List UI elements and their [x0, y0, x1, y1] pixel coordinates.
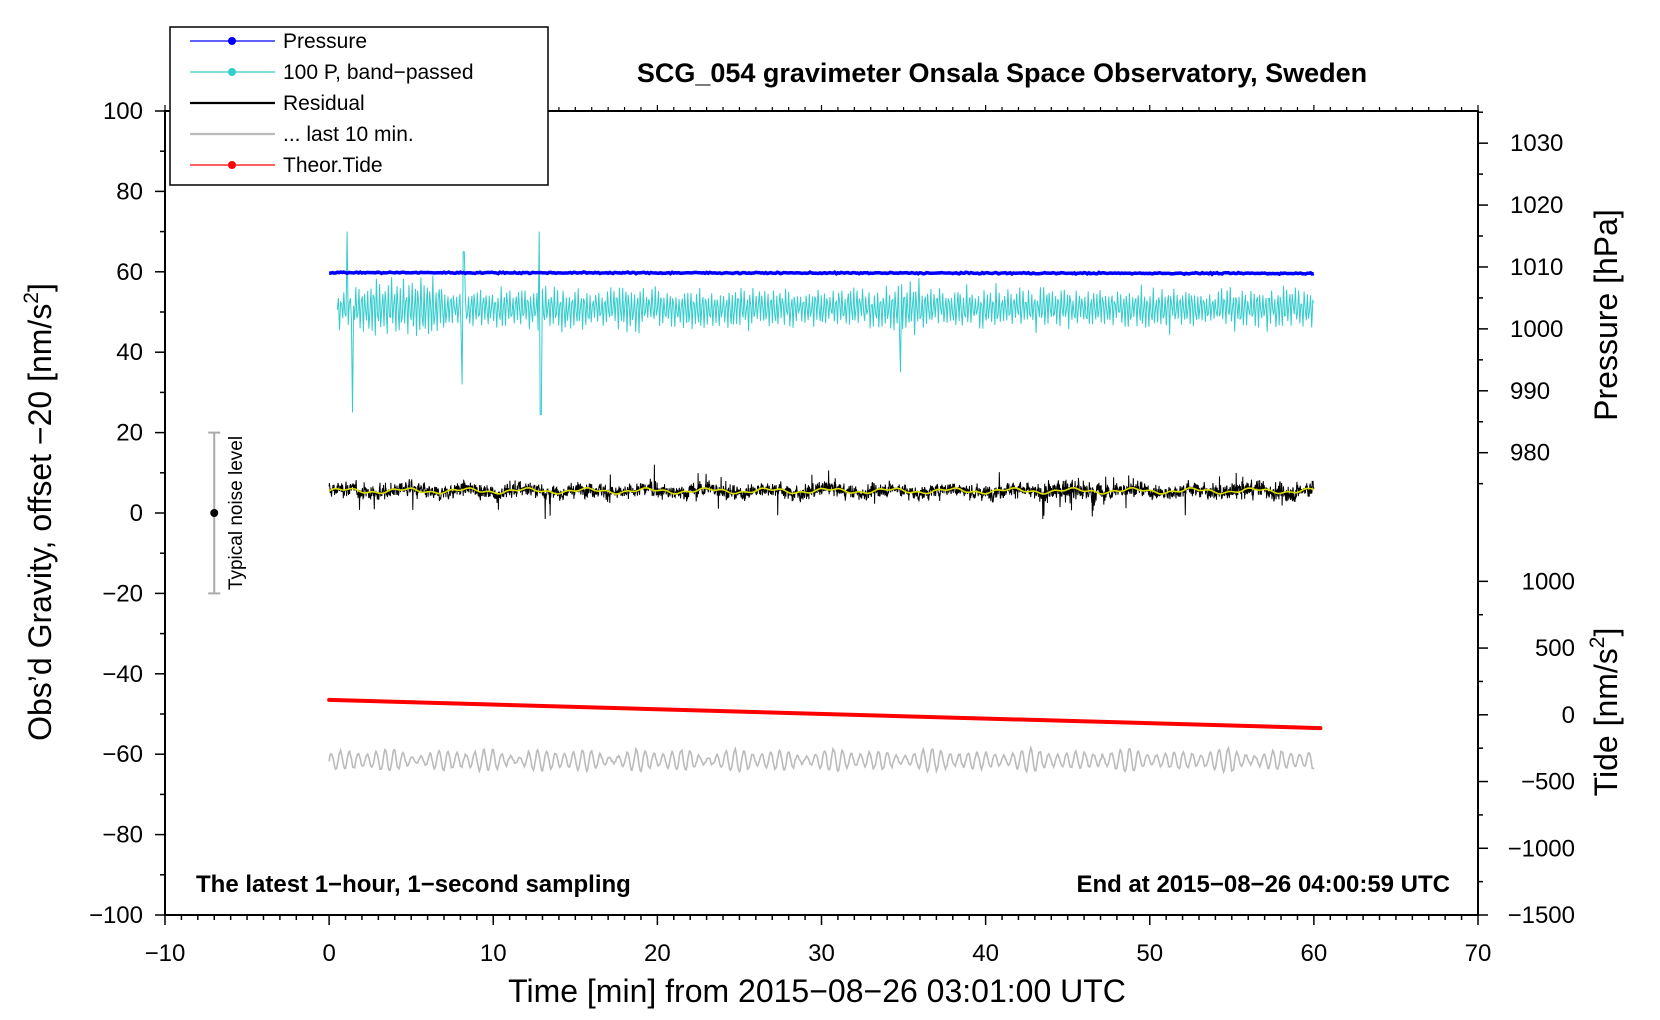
data-traces	[327, 231, 1323, 775]
last-10-min-series-line	[328, 745, 1315, 775]
x-tick-label: 40	[972, 940, 999, 967]
y-axis-title-tide-text: Tide [nm/s	[1588, 648, 1624, 796]
pressure-tick-label: 1000	[1510, 316, 1563, 343]
bottom-right-annotation: End at 2015−08−26 04:00:59 UTC	[1076, 871, 1450, 898]
x-axis-title: Time [min] from 2015−08−26 03:01:00 UTC	[508, 973, 1126, 1009]
y-tick-label: −80	[102, 822, 143, 849]
x-tick-label: 0	[322, 940, 335, 967]
y-tick-label: −100	[89, 902, 143, 929]
legend-label: ... last 10 min.	[283, 123, 414, 146]
y-axis-title-tide-sup: 2	[1586, 637, 1609, 649]
pressure-tick-label: 990	[1510, 378, 1550, 405]
tide-tick-label: 500	[1535, 635, 1575, 662]
y-tick-label: 0	[130, 500, 143, 527]
tide-tick-label: 0	[1562, 702, 1575, 729]
legend-box	[169, 26, 549, 186]
y-axis-title-gravity-text: Obs’d Gravity, offset −20 [nm/s	[22, 304, 58, 741]
legend-label: Pressure	[283, 30, 367, 53]
x-tick-label: −10	[145, 940, 186, 967]
residual-series-line	[328, 464, 1315, 520]
y-tick-label: −60	[102, 741, 143, 768]
pressure-series-line	[328, 270, 1315, 277]
bottom-left-annotation: The latest 1−hour, 1−second sampling	[196, 871, 631, 898]
y-axis-title-tide-close: ]	[1588, 628, 1624, 637]
x-tick-label: 10	[480, 940, 507, 967]
x-tick-label: 50	[1136, 940, 1163, 967]
tide-tick-label: −500	[1521, 769, 1575, 796]
x-tick-label: 60	[1301, 940, 1328, 967]
pressure-tick-label: 1030	[1510, 130, 1563, 157]
y-tick-label: 20	[116, 420, 143, 447]
y-axis-title-tide: Tide [nm/s2]	[1586, 628, 1624, 797]
x-tick-label: 70	[1465, 940, 1492, 967]
chart-title: SCG_054 gravimeter Onsala Space Observat…	[637, 58, 1367, 88]
y-tick-label: 100	[103, 98, 143, 125]
y-axis-title-gravity: Obs’d Gravity, offset −20 [nm/s2]	[20, 283, 58, 741]
y-axis-title-gravity-sup: 2	[20, 292, 43, 304]
noise-bar-center-dot	[210, 509, 219, 517]
x-tick-label: 30	[808, 940, 835, 967]
y-tick-label: 80	[116, 178, 143, 205]
legend-label: Theor.Tide	[283, 154, 383, 177]
bandpassed-pressure-series-line	[336, 231, 1315, 415]
pressure-tick-label: 1010	[1510, 254, 1563, 281]
y-tick-label: 40	[116, 339, 143, 366]
legend-label: 100 P, band−passed	[283, 61, 474, 84]
y-tick-label: −40	[102, 661, 143, 688]
legend-swatch-dot	[228, 161, 236, 169]
noise-bar-group: Typical noise level	[208, 431, 247, 595]
legend: Pressure 100 P, band−passed Residual ... la…	[169, 26, 549, 186]
tide-tick-label: −1000	[1508, 835, 1575, 862]
noise-bar-label: Typical noise level	[226, 436, 247, 590]
y-tick-label: −20	[102, 580, 143, 607]
tide-tick-label: −1500	[1508, 902, 1575, 929]
tide-tick-label: 1000	[1522, 568, 1575, 595]
pressure-tick-label: 980	[1510, 440, 1550, 467]
y-tick-label: 60	[116, 259, 143, 286]
x-tick-label: 20	[644, 940, 671, 967]
legend-swatch-dot	[228, 37, 236, 45]
legend-swatch-dot	[228, 68, 236, 76]
residual-running-mean-line	[328, 486, 1315, 495]
y-axis-title-pressure: Pressure [hPa]	[1588, 209, 1624, 421]
theoretical-tide-series-line	[327, 697, 1323, 731]
axis-ticks: −10 0 10 20 30 40 50 60 70−100−80−60−40−20020406…	[89, 98, 1575, 967]
pressure-tick-label: 1020	[1510, 192, 1563, 219]
legend-label: Residual	[283, 92, 365, 115]
y-axis-title-gravity-close: ]	[22, 283, 58, 292]
